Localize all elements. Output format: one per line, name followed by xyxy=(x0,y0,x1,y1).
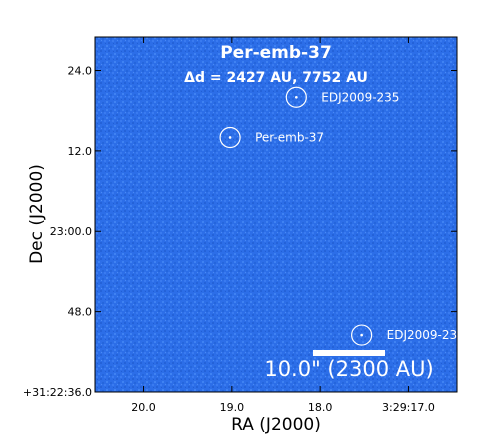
y-tick-label: 48.0 xyxy=(68,306,93,319)
x-tick-label: 3:29:17.0 xyxy=(382,401,435,414)
chart-title: Per-emb-37 xyxy=(220,43,332,63)
source-marker xyxy=(351,324,373,346)
y-tick-label: +31:22:36.0 xyxy=(23,386,92,399)
source-label: EDJ2009-235 xyxy=(321,90,399,104)
source-label: EDJ2009-233 xyxy=(387,328,465,342)
scale-bar xyxy=(313,350,385,356)
plot-frame xyxy=(94,36,458,393)
y-tick-label: 12.0 xyxy=(68,145,93,158)
source-point xyxy=(360,333,363,337)
x-tick-label: 19.0 xyxy=(220,401,245,414)
source-layer: EDJ2009-235 Per-emb-37 EDJ2009-233 xyxy=(219,86,465,346)
x-tick-label: 18.0 xyxy=(308,401,333,414)
tick-layer: 20.0 19.0 18.0 3:29:17.0 24.0 12.0 23:00.0 48.0… xyxy=(23,37,457,414)
source-point xyxy=(228,136,232,139)
chart-subtitle: Δd = 2427 AU, 7752 AU xyxy=(184,70,368,86)
source-marker xyxy=(285,86,307,108)
x-axis-label: RA (J2000) xyxy=(231,415,321,435)
y-tick-label: 24.0 xyxy=(68,64,93,77)
source-marker xyxy=(219,126,241,149)
plot-background xyxy=(95,37,457,392)
scale-bar-label: 10.0" (2300 AU) xyxy=(264,357,433,381)
source-label: Per-emb-37 xyxy=(255,130,324,144)
y-tick-label: 23:00.0 xyxy=(50,225,92,238)
x-tick-label: 20.0 xyxy=(131,401,156,414)
source-point xyxy=(295,95,298,99)
y-axis-label: Dec (J2000) xyxy=(27,164,47,264)
